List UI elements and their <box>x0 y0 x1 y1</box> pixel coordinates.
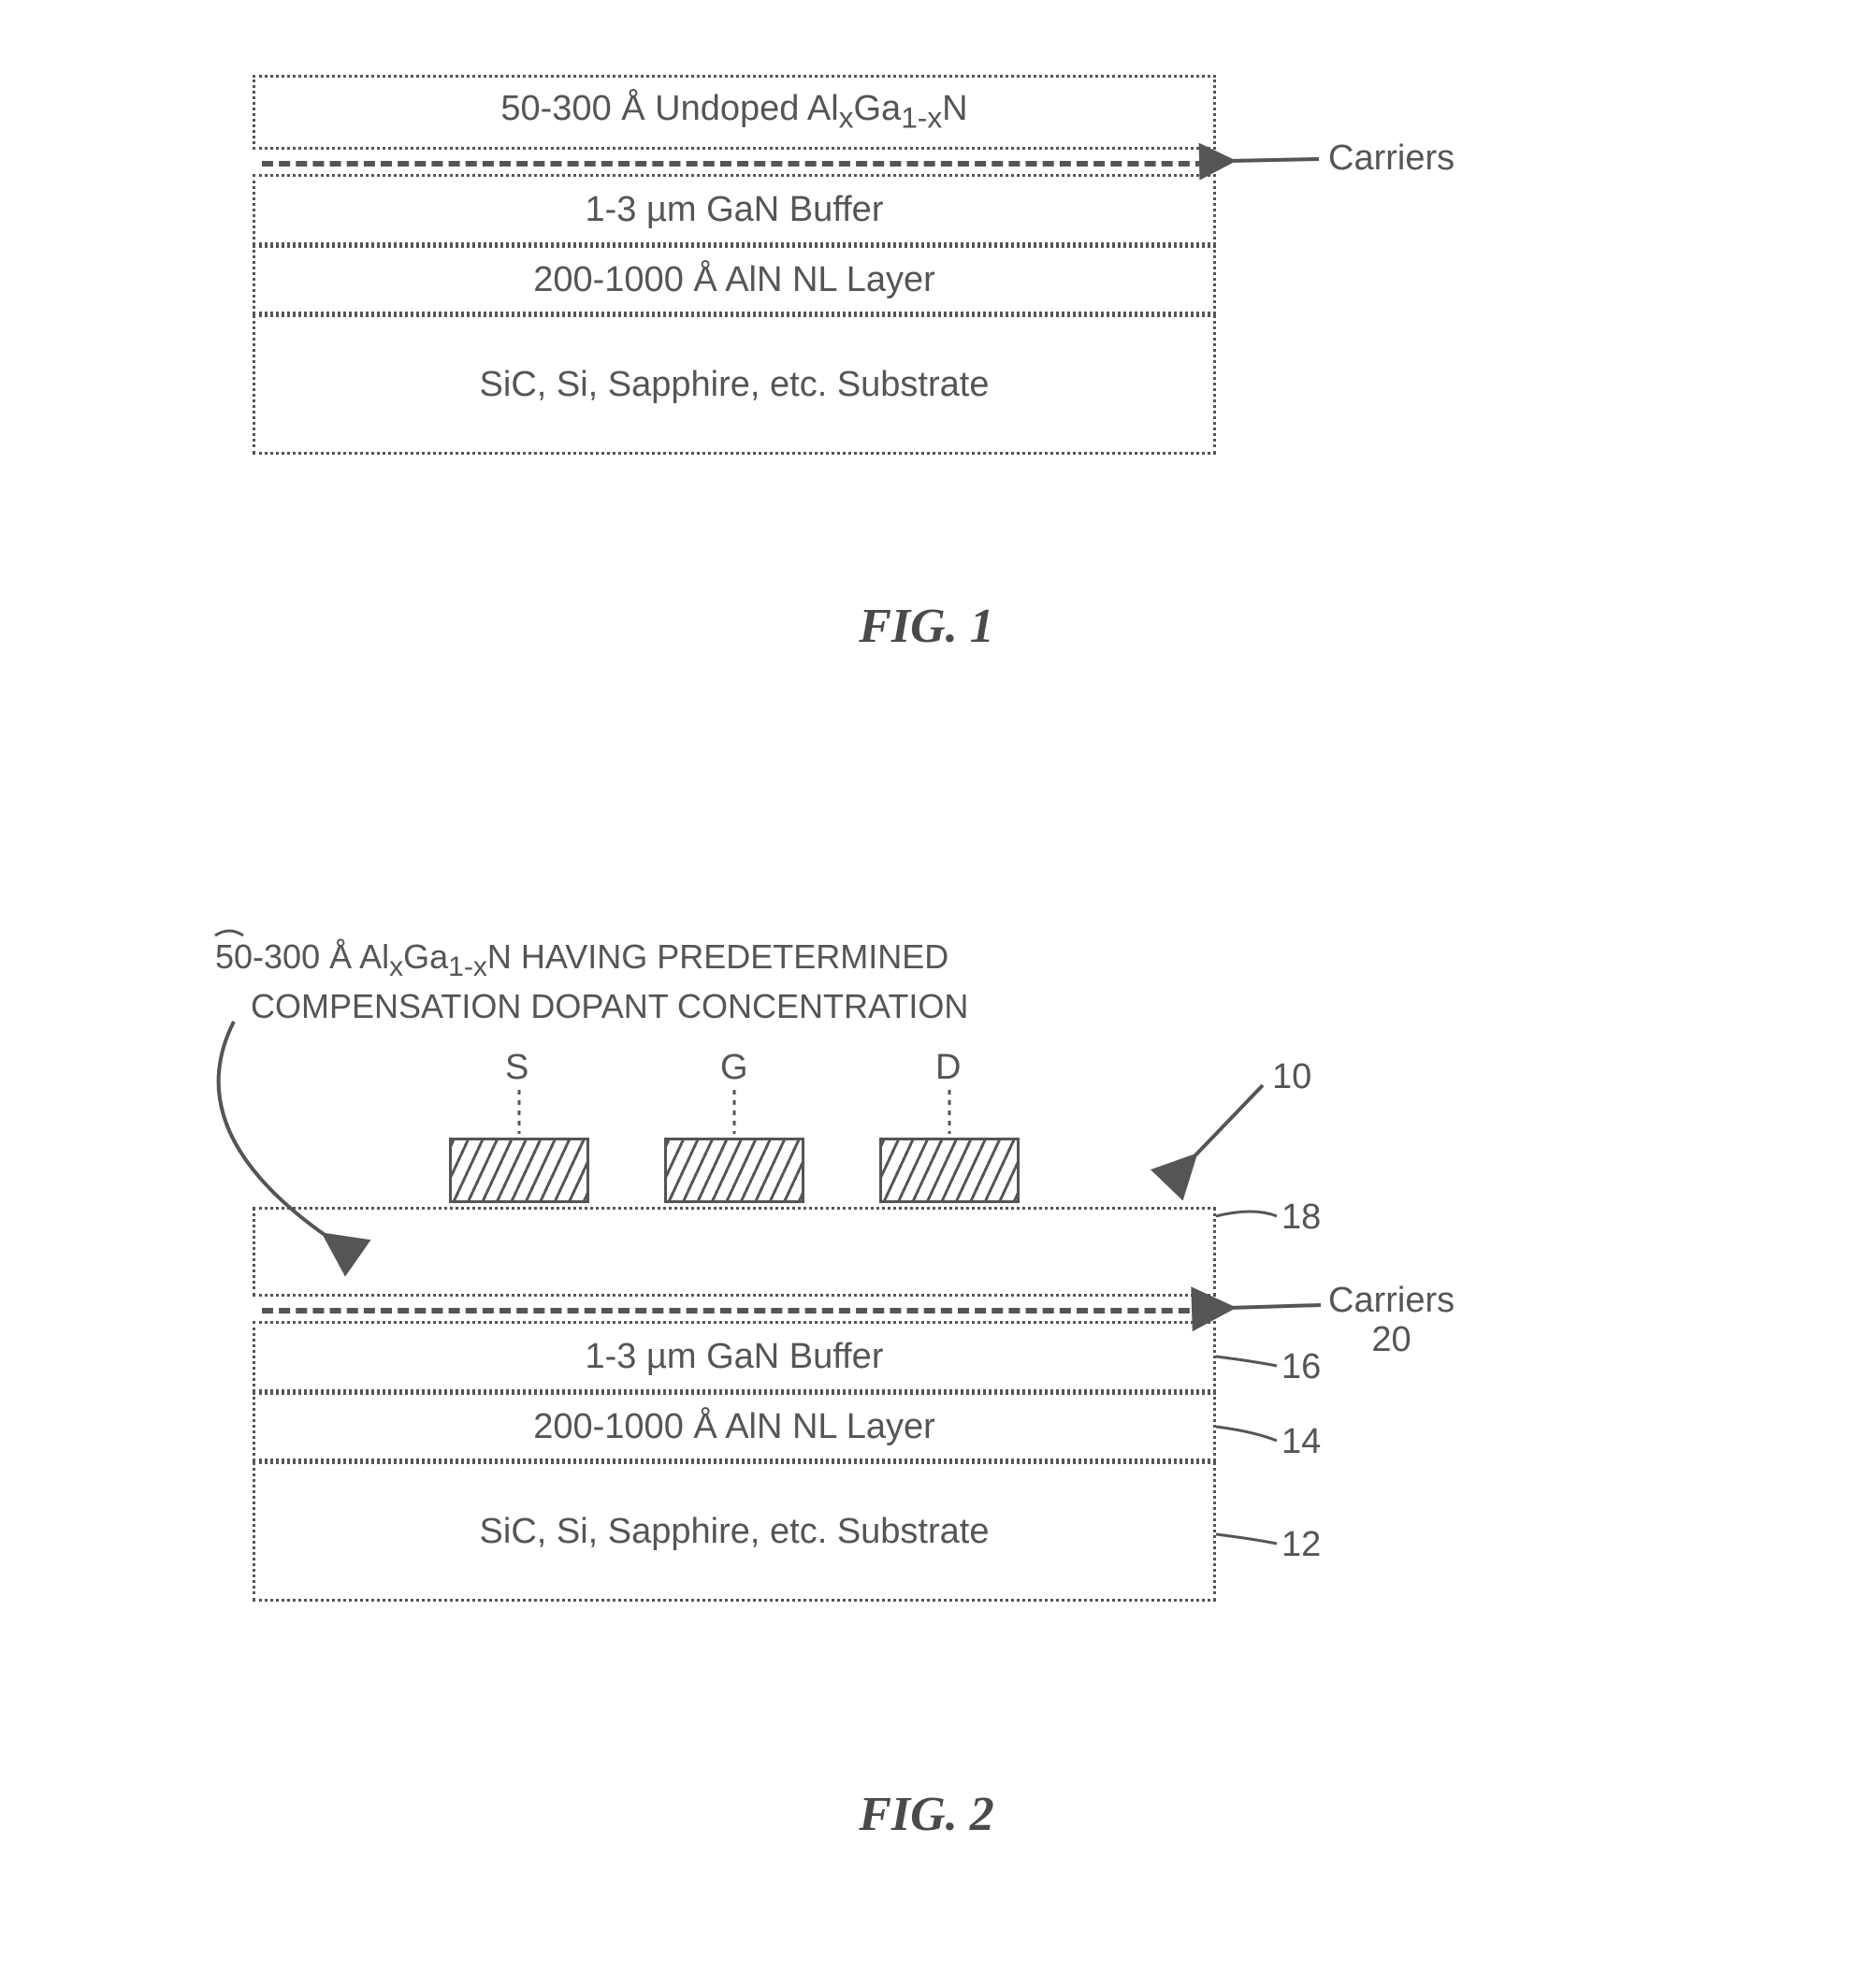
fig2-carrier-label: Carriers 20 <box>1328 1282 1455 1360</box>
fig2-layer-1-text: 1-3 µm GaN Buffer <box>586 1337 884 1377</box>
fig1-caption: FIG. 1 <box>0 599 1853 654</box>
fig1-layer-3-text: SiC, Si, Sapphire, etc. Substrate <box>480 365 990 405</box>
fig1-layer-2: 200-1000 Å AlN NL Layer <box>253 245 1216 314</box>
fig2-carrier-line <box>262 1308 1207 1313</box>
fig1-layer-2-text: 200-1000 Å AlN NL Layer <box>533 260 935 300</box>
fig2-carrier-label-l2: 20 <box>1328 1321 1455 1360</box>
fig1-layer-3: SiC, Si, Sapphire, etc. Substrate <box>253 314 1216 455</box>
fig2-ref-16: 16 <box>1281 1347 1321 1387</box>
fig1-layer-1-text: 1-3 µm GaN Buffer <box>586 190 884 230</box>
fig2-ref-14: 14 <box>1281 1422 1321 1462</box>
fig1-carrier-line <box>262 161 1207 167</box>
fig2-layer-0 <box>253 1207 1216 1297</box>
fig2-layer-3-text: SiC, Si, Sapphire, etc. Substrate <box>480 1512 990 1552</box>
fig2-ref-10: 10 <box>1272 1057 1311 1097</box>
fig2-layer-3: SiC, Si, Sapphire, etc. Substrate <box>253 1461 1216 1602</box>
fig2-layer-2: 200-1000 Å AlN NL Layer <box>253 1392 1216 1461</box>
fig1-layer-0-text: 50-300 Å Undoped AlxGa1-xN <box>500 89 967 136</box>
fig2-caption: FIG. 2 <box>0 1787 1853 1842</box>
fig2-electrode-d-label: D <box>935 1048 961 1088</box>
fig2-electrode-s <box>449 1138 589 1203</box>
fig1-layer-0: 50-300 Å Undoped AlxGa1-xN <box>253 75 1216 150</box>
fig2-electrode-s-label: S <box>505 1048 528 1088</box>
fig2-top-text-line2: COMPENSATION DOPANT CONCENTRATION <box>251 985 968 1027</box>
fig2-electrode-d <box>879 1138 1020 1203</box>
fig2-ref-12: 12 <box>1281 1525 1321 1565</box>
fig2-carrier-label-l1: Carriers <box>1328 1282 1455 1321</box>
fig2-layer-2-text: 200-1000 Å AlN NL Layer <box>533 1407 935 1447</box>
fig2-electrode-g-label: G <box>720 1048 748 1088</box>
fig2-top-text: 50-300 Å AlxGa1-xN HAVING PREDETERMINED … <box>215 936 968 1027</box>
fig2-ref-18: 18 <box>1281 1197 1321 1238</box>
fig1-carrier-label: Carriers <box>1328 138 1455 179</box>
fig2-top-text-line1: 50-300 Å AlxGa1-xN HAVING PREDETERMINED <box>215 936 968 985</box>
fig2-layer-1: 1-3 µm GaN Buffer <box>253 1321 1216 1392</box>
fig1-layer-1: 1-3 µm GaN Buffer <box>253 174 1216 245</box>
fig2-electrode-g <box>664 1138 804 1203</box>
